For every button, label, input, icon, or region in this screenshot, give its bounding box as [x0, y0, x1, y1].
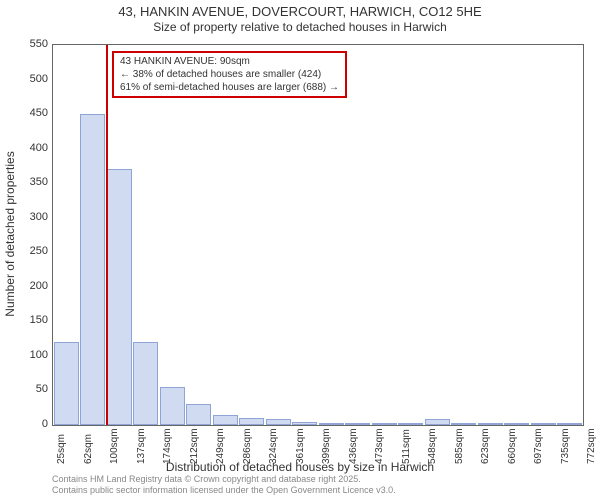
footer-text: Contains HM Land Registry data © Crown c… — [52, 474, 396, 496]
bar — [160, 387, 185, 425]
x-tick: 399sqm — [321, 428, 332, 464]
x-tick: 324sqm — [268, 428, 279, 464]
bar — [425, 419, 450, 425]
x-tick: 585sqm — [454, 428, 465, 464]
y-tick: 400 — [30, 142, 48, 154]
property-marker-line — [106, 45, 108, 425]
x-tick: 697sqm — [533, 428, 544, 464]
bar — [186, 404, 211, 425]
bar — [213, 415, 238, 425]
chart-container: 43, HANKIN AVENUE, DOVERCOURT, HARWICH, … — [0, 0, 600, 500]
bar — [266, 419, 291, 425]
y-axis-label: Number of detached properties — [3, 151, 17, 316]
y-tick: 200 — [30, 280, 48, 292]
bar — [239, 418, 264, 425]
chart-title-sub: Size of property relative to detached ho… — [0, 20, 600, 34]
bar — [107, 169, 132, 425]
y-tick: 100 — [30, 349, 48, 361]
x-tick: 212sqm — [189, 428, 200, 464]
annotation-line2: ← 38% of detached houses are smaller (42… — [120, 68, 339, 81]
bar — [398, 423, 423, 425]
bar — [557, 423, 582, 425]
x-tick: 511sqm — [401, 429, 412, 464]
bar — [319, 423, 344, 425]
y-tick: 250 — [30, 245, 48, 257]
annotation-box: 43 HANKIN AVENUE: 90sqm ← 38% of detache… — [112, 51, 347, 98]
bar — [345, 423, 370, 425]
y-tick: 0 — [42, 418, 48, 430]
y-tick: 500 — [30, 73, 48, 85]
x-tick: 361sqm — [295, 428, 306, 464]
x-tick: 436sqm — [348, 428, 359, 464]
bar — [80, 114, 105, 425]
x-tick: 473sqm — [374, 428, 385, 464]
x-tick: 286sqm — [242, 428, 253, 464]
bar — [478, 423, 503, 425]
plot-area: 43 HANKIN AVENUE: 90sqm ← 38% of detache… — [52, 44, 584, 426]
y-tick: 450 — [30, 107, 48, 119]
bar — [504, 423, 529, 425]
bar — [133, 342, 158, 425]
bar — [531, 423, 556, 425]
x-tick: 623sqm — [480, 428, 491, 464]
footer-line1: Contains HM Land Registry data © Crown c… — [52, 474, 396, 485]
y-tick: 300 — [30, 211, 48, 223]
bar — [54, 342, 79, 425]
annotation-line3: 61% of semi-detached houses are larger (… — [120, 81, 339, 94]
y-tick: 50 — [36, 383, 48, 395]
x-tick: 100sqm — [109, 428, 120, 464]
chart-title-main: 43, HANKIN AVENUE, DOVERCOURT, HARWICH, … — [0, 4, 600, 19]
x-tick: 249sqm — [215, 428, 226, 464]
bar — [451, 423, 476, 425]
x-tick: 548sqm — [427, 428, 438, 464]
bar — [292, 422, 317, 425]
x-tick: 174sqm — [162, 428, 173, 464]
x-axis-label: Distribution of detached houses by size … — [0, 460, 600, 474]
y-tick: 550 — [30, 38, 48, 50]
annotation-line1: 43 HANKIN AVENUE: 90sqm — [120, 55, 339, 68]
y-tick: 150 — [30, 314, 48, 326]
x-tick: 772sqm — [586, 428, 597, 464]
footer-line2: Contains public sector information licen… — [52, 485, 396, 496]
x-tick: 735sqm — [560, 428, 571, 464]
x-tick: 660sqm — [507, 428, 518, 464]
y-tick: 350 — [30, 176, 48, 188]
x-tick: 137sqm — [136, 428, 147, 464]
bar — [372, 423, 397, 425]
